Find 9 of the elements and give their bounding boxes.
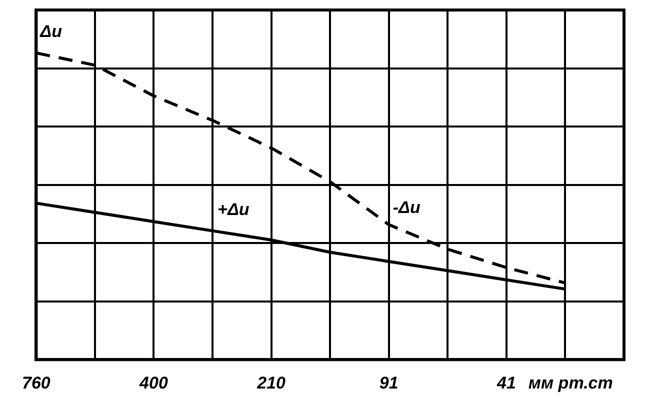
x-tick-label: 400 xyxy=(138,373,168,392)
x-tick-label: 41 xyxy=(496,373,516,392)
series-label: +Δu xyxy=(218,200,250,219)
series-label: -Δu xyxy=(392,198,421,217)
x-tick-label: 210 xyxy=(256,373,286,392)
y-axis-title: Δu xyxy=(39,22,63,42)
x-tick-label: 91 xyxy=(379,373,398,392)
x-axis-title: мм рт.ст xyxy=(528,373,613,392)
x-tick-label: 760 xyxy=(22,373,51,392)
